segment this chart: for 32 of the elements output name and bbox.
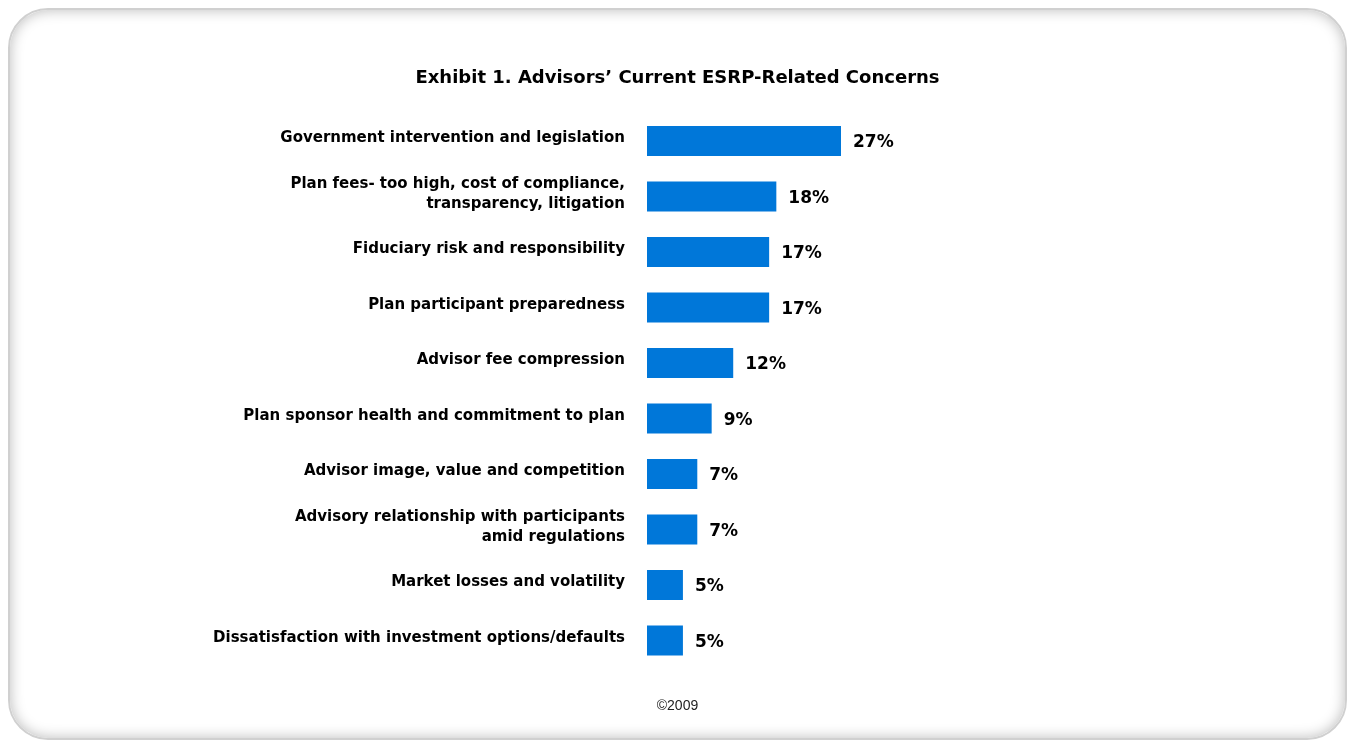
data-label: 9% [723,408,753,429]
y-tick-label: Plan fees- too high, cost of compliance, transparency, litigation [290,173,625,212]
chart-title: Exhibit 1. Advisors’ Current ESRP-Related Concerns [414,66,941,87]
y-tick-label: Market losses and volatility [391,572,626,591]
bar [647,514,698,545]
text: ©2009 [655,697,700,713]
y-tick-label: Advisor image, value and competition [303,461,625,480]
data-label: 27% [853,131,894,151]
y-tick-label: Advisory relationship with participants amid regulations [294,506,626,545]
bar [647,237,770,267]
bar [647,126,841,156]
data-label: 18% [788,186,830,207]
y-tick-label: Advisor fee compression [416,350,625,369]
y-tick-label: Plan participant preparedness [368,294,626,313]
bar [647,459,698,489]
bar [647,625,683,656]
data-label: 17% [781,242,822,262]
bar [647,570,683,600]
data-label: 17% [781,297,822,318]
y-tick-label: Fiduciary risk and responsibility [352,239,626,258]
y-tick-label: Dissatisfaction with investment options/defaults [213,627,626,646]
y-tick-label: Government intervention and legislation [280,128,625,147]
bar [647,181,777,212]
data-label: 12% [745,353,786,373]
data-label: 5% [694,630,724,651]
data-label: 7% [709,464,739,484]
data-label: 7% [709,519,739,540]
bar [647,348,734,378]
bar [647,403,712,434]
data-label: 5% [694,575,724,595]
y-tick-label: Plan sponsor health and commitment to plan [243,405,625,424]
bar [647,292,770,323]
